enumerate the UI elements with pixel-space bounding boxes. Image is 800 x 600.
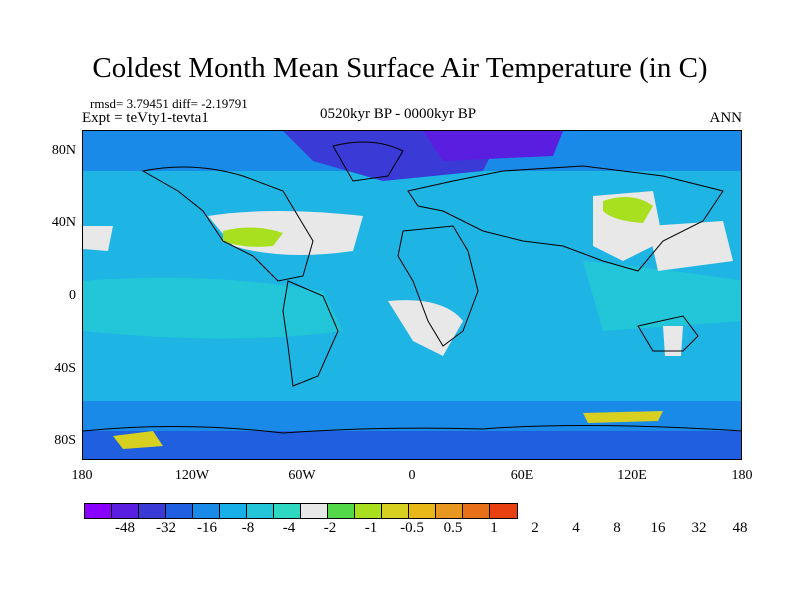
lat-label: 40N xyxy=(51,215,76,230)
west-pacific-zone xyxy=(583,261,741,331)
colorbar-label: 4 xyxy=(572,520,580,536)
antarctic-coast-warm xyxy=(583,411,663,423)
stats-text: rmsd= 3.79451 diff= -2.19791 xyxy=(90,96,248,111)
lon-label: 120E xyxy=(617,468,647,483)
colorbar-swatch xyxy=(112,504,139,518)
antarctic-warm xyxy=(113,431,163,449)
lat-label: 80N xyxy=(51,143,76,158)
lat-label: 80S xyxy=(54,433,76,448)
experiment-label: Expt = teVty1-tevta1 xyxy=(82,110,209,126)
coastlines xyxy=(83,141,741,434)
colorbar-swatch xyxy=(247,504,274,518)
colorbar-swatch xyxy=(328,504,355,518)
colorbar xyxy=(84,503,518,519)
south-pacific-neutral xyxy=(663,326,683,356)
colorbar-label: -1 xyxy=(364,520,378,536)
colorbar-swatch xyxy=(301,504,328,518)
colorbar-swatch xyxy=(85,504,112,518)
north-america-warm xyxy=(223,227,283,247)
period-label: 0520kyr BP - 0000kyr BP xyxy=(320,106,477,122)
colorbar-swatch xyxy=(490,504,517,518)
anomaly-map xyxy=(83,131,741,459)
antarctic-cold-band xyxy=(83,431,741,459)
colorbar-label: 16 xyxy=(650,520,666,536)
colorbar-label: -4 xyxy=(282,520,296,536)
colorbar-label: -48 xyxy=(115,520,135,536)
colorbar-label: 2 xyxy=(531,520,539,536)
colorbar-label: -16 xyxy=(197,520,217,536)
asia-warm xyxy=(603,197,653,223)
colorbar-label: -8 xyxy=(241,520,255,536)
colorbar-label: -2 xyxy=(323,520,337,536)
colorbar-label: 0.5 xyxy=(443,520,463,536)
colorbar-label: 8 xyxy=(613,520,621,536)
colorbar-swatch xyxy=(355,504,382,518)
lon-label: 120W xyxy=(174,468,210,483)
colorbar-label: -32 xyxy=(156,520,176,536)
colorbar-swatch xyxy=(220,504,247,518)
colorbar-label: 48 xyxy=(732,520,748,536)
south-atlantic-neutral xyxy=(388,300,463,356)
lat-label: 40S xyxy=(54,361,76,376)
tropical-pacific-zone xyxy=(83,277,343,339)
lon-label: 180 xyxy=(71,468,93,483)
colorbar-swatch xyxy=(409,504,436,518)
lon-label: 60E xyxy=(510,468,534,483)
lon-label: 180 xyxy=(731,468,753,483)
colorbar-swatch xyxy=(193,504,220,518)
colorbar-swatch xyxy=(166,504,193,518)
colorbar-swatch xyxy=(139,504,166,518)
colorbar-swatch xyxy=(274,504,301,518)
colorbar-swatch xyxy=(382,504,409,518)
lon-label: 0 xyxy=(408,468,416,483)
arctic-coldest-region xyxy=(423,131,563,161)
lat-label: 0 xyxy=(69,288,76,303)
colorbar-label: -0.5 xyxy=(400,520,424,536)
chart-title: Coldest Month Mean Surface Air Temperatu… xyxy=(92,52,708,84)
colorbar-label: 32 xyxy=(691,520,707,536)
lon-label: 60W xyxy=(288,468,316,483)
pacific-neutral xyxy=(83,226,113,251)
colorbar-swatch xyxy=(463,504,490,518)
colorbar-label: 1 xyxy=(490,520,498,536)
colorbar-swatch xyxy=(436,504,463,518)
season-label: ANN xyxy=(709,110,743,126)
map-panel xyxy=(82,130,742,460)
northwest-pacific-neutral xyxy=(648,221,733,271)
